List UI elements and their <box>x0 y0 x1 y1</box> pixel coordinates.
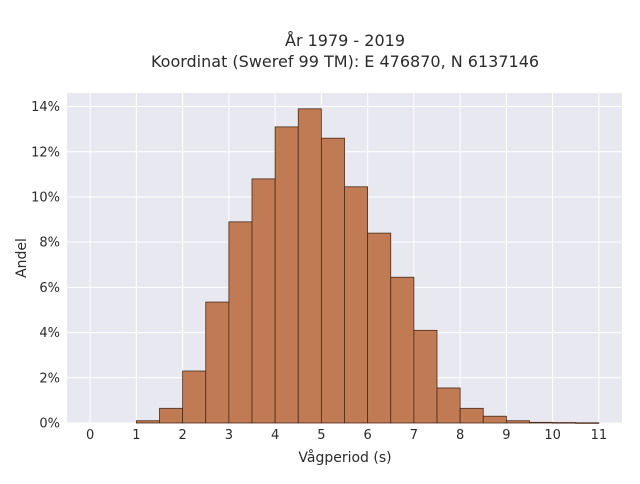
y-tick-label: 12% <box>31 145 60 160</box>
histogram-bar <box>459 407 484 424</box>
x-tick-label: 1 <box>132 428 140 443</box>
x-axis-label: Vågperiod (s) <box>298 449 391 466</box>
x-tick-label: 8 <box>456 428 464 443</box>
y-axis-label: Andel <box>14 238 30 278</box>
histogram-bar <box>482 415 507 424</box>
x-tick-label: 5 <box>317 428 325 443</box>
x-tick-label: 9 <box>502 428 510 443</box>
x-tick-label: 6 <box>363 428 371 443</box>
x-tick-label: 4 <box>271 428 279 443</box>
x-tick-label: 2 <box>178 428 186 443</box>
histogram-bar <box>228 221 253 424</box>
histogram-bar <box>274 126 299 424</box>
histogram-bar <box>529 421 554 424</box>
histogram-bar <box>413 329 438 424</box>
x-tick-label: 3 <box>225 428 233 443</box>
x-axis-ticks: 0 1 2 3 4 5 6 7 8 9 10 11 <box>86 428 607 443</box>
histogram-bar <box>575 422 600 424</box>
histogram-bar <box>159 407 184 424</box>
histogram-bars <box>135 108 600 424</box>
histogram-bar <box>251 178 276 424</box>
histogram-bar <box>182 370 207 424</box>
chart-title-line2: Koordinat (Sweref 99 TM): E 476870, N 61… <box>151 52 539 71</box>
y-tick-label: 8% <box>39 236 60 251</box>
histogram-bar <box>367 232 392 424</box>
histogram-bar <box>320 137 345 424</box>
y-tick-label: 0% <box>39 417 60 432</box>
y-tick-label: 14% <box>31 100 60 115</box>
histogram-bar <box>552 422 577 424</box>
x-tick-label: 10 <box>544 428 561 443</box>
y-tick-label: 6% <box>39 281 60 296</box>
histogram-bar <box>436 387 461 424</box>
x-tick-label: 7 <box>410 428 418 443</box>
histogram-bar <box>505 420 530 424</box>
histogram-bar <box>135 420 160 424</box>
chart-title-line1: År 1979 - 2019 <box>285 31 405 50</box>
y-tick-label: 2% <box>39 371 60 386</box>
x-tick-label: 11 <box>591 428 608 443</box>
y-tick-label: 10% <box>31 190 60 205</box>
histogram-bar <box>297 108 322 424</box>
histogram-bar <box>344 186 369 424</box>
y-axis-ticks: 0% 2% 4% 6% 8% 10% 12% 14% <box>31 100 60 431</box>
x-tick-label: 0 <box>86 428 94 443</box>
histogram-bar <box>205 301 230 424</box>
y-tick-label: 4% <box>39 326 60 341</box>
histogram-bar <box>390 276 415 424</box>
